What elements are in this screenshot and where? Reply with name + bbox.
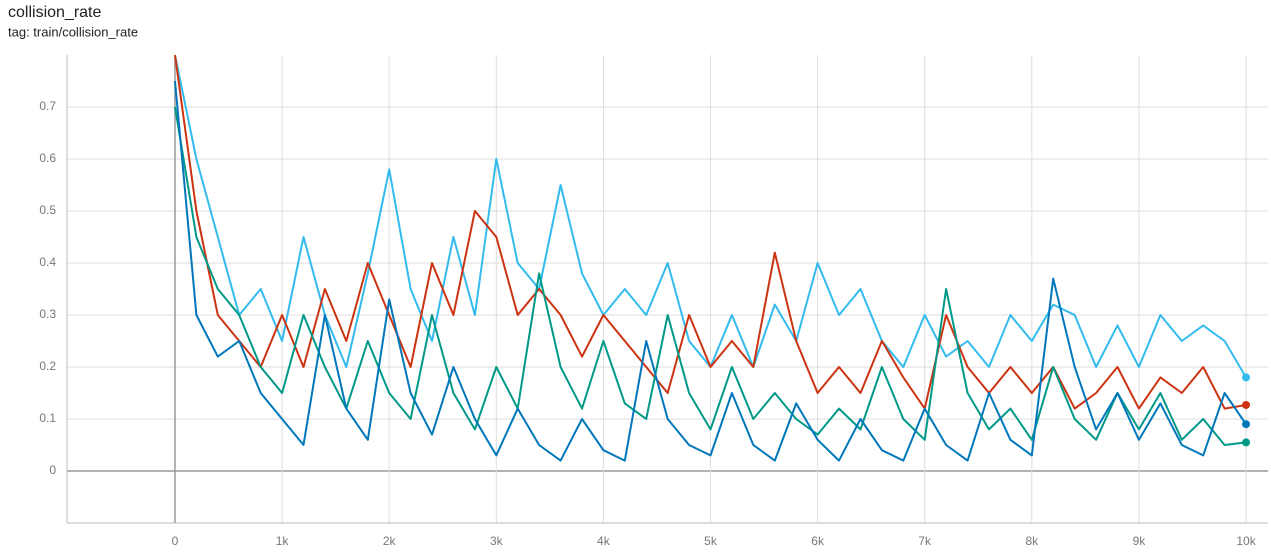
y-tick-label: 0 [49,463,56,477]
y-tick-label: 0.2 [39,359,56,373]
x-tick-label: 2k [383,534,397,548]
y-tick-label: 0.5 [39,203,56,217]
plot-area [174,55,1247,462]
x-tick-label: 7k [918,534,932,548]
x-tick-label: 9k [1133,534,1147,548]
y-tick-label: 0.7 [39,99,56,113]
y-tick-label: 0.1 [39,411,56,425]
y-tick-label: 0.4 [39,255,56,269]
x-tick-label: 6k [811,534,825,548]
x-tick-label: 10k [1236,534,1256,548]
x-tick-label: 0 [172,534,179,548]
x-tick-label: 4k [597,534,611,548]
end-point [1242,438,1251,447]
x-tick-label: 1k [276,534,290,548]
series-line [174,55,1247,410]
end-point [1242,373,1251,382]
series-line [174,106,1247,446]
chart-title: collision_rate [8,4,101,21]
x-tick-label: 8k [1025,534,1039,548]
y-tick-label: 0.6 [39,151,56,165]
end-point [1242,400,1251,409]
chart-subtitle: tag: train/collision_rate [8,24,138,39]
y-tick-label: 0.3 [39,307,56,321]
x-tick-label: 3k [490,534,504,548]
series-line [174,80,1247,462]
end-point [1242,420,1251,429]
x-tick-label: 5k [704,534,718,548]
